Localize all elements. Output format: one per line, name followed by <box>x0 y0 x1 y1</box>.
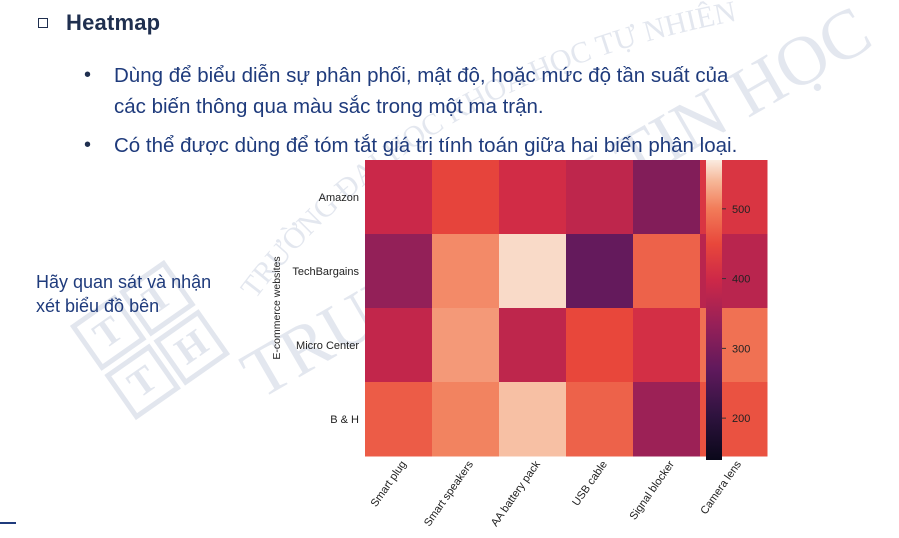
side-note-line: Hãy quan sát và nhận <box>36 272 212 292</box>
colorbar-tick-label: 300 <box>732 343 750 355</box>
heatmap-cell <box>633 234 701 309</box>
heatmap-chart: Amazon TechBargains Micro Center B & H Smart… <box>271 160 768 529</box>
bullet-item: • Có thể được dùng để tóm tắt giá trị tí… <box>74 130 874 161</box>
side-note-line: xét biểu đồ bên <box>36 296 160 316</box>
bullet-dot: • <box>84 64 92 86</box>
heatmap-cell <box>566 308 634 383</box>
y-tick-label: TechBargains <box>292 266 359 278</box>
heatmap-cell <box>633 308 701 383</box>
heatmap-cell <box>365 382 433 457</box>
bullet-dot: • <box>84 134 92 156</box>
heatmap-cell <box>432 382 500 457</box>
heatmap-cell <box>432 160 500 235</box>
heatmap-cell <box>499 308 567 383</box>
heatmap-cell <box>566 234 634 309</box>
heatmap-cell <box>566 382 634 457</box>
square-bullet-icon <box>38 18 48 28</box>
x-tick-label: Signal blocker <box>627 459 677 523</box>
heatmap-cell <box>432 308 500 383</box>
heatmap-cell <box>499 382 567 457</box>
colorbar-tick-label: 200 <box>732 413 750 425</box>
heatmap-cell <box>499 234 567 309</box>
bullet-text-line: Dùng để biểu diễn sự phân phối, mật độ, … <box>114 64 729 87</box>
side-note: Hãy quan sát và nhận xét biểu đồ bên <box>36 270 276 318</box>
y-axis-label: E-commerce websites <box>271 256 283 359</box>
bullet-text: Có thể được dùng để tóm tắt giá trị tính… <box>114 130 737 161</box>
colorbar-tick-label: 500 <box>732 204 750 216</box>
bullet-text: Dùng để biểu diễn sự phân phối, mật độ, … <box>114 60 728 122</box>
colorbar <box>706 160 722 460</box>
slide-edge-mark <box>0 522 16 524</box>
x-tick-label: Smart plug <box>369 459 409 509</box>
svg-text:H: H <box>168 322 216 373</box>
section-heading: Heatmap <box>38 10 160 36</box>
y-tick-label: Amazon <box>319 192 359 204</box>
x-tick-label: Camera lens <box>698 458 744 516</box>
y-tick-label: Micro Center <box>296 340 359 352</box>
bullet-item: • Dùng để biểu diễn sự phân phối, mật độ… <box>74 60 874 122</box>
x-tick-label: AA battery pack <box>489 458 543 528</box>
x-tick-label: USB cable <box>570 459 610 508</box>
heatmap-cell <box>633 160 701 235</box>
x-tick-label: Smart speakers <box>422 458 476 528</box>
svg-text:T: T <box>120 357 165 406</box>
heatmap-cell <box>566 160 634 235</box>
heatmap-cell <box>365 160 433 235</box>
heatmap-cell <box>365 308 433 383</box>
heatmap-cell <box>499 160 567 235</box>
bullet-list: • Dùng để biểu diễn sự phân phối, mật độ… <box>74 60 874 169</box>
heatmap-cell <box>365 234 433 309</box>
heading-title: Heatmap <box>66 10 161 35</box>
bullet-text-line: các biến thông qua màu sắc trong một ma … <box>114 95 544 118</box>
bullet-text-line: Có thể được dùng để tóm tắt giá trị tính… <box>114 134 738 157</box>
heatmap-cell <box>432 234 500 309</box>
y-tick-label: B & H <box>330 414 359 426</box>
colorbar-tick-label: 400 <box>732 274 750 286</box>
heatmap-cell <box>633 382 701 457</box>
